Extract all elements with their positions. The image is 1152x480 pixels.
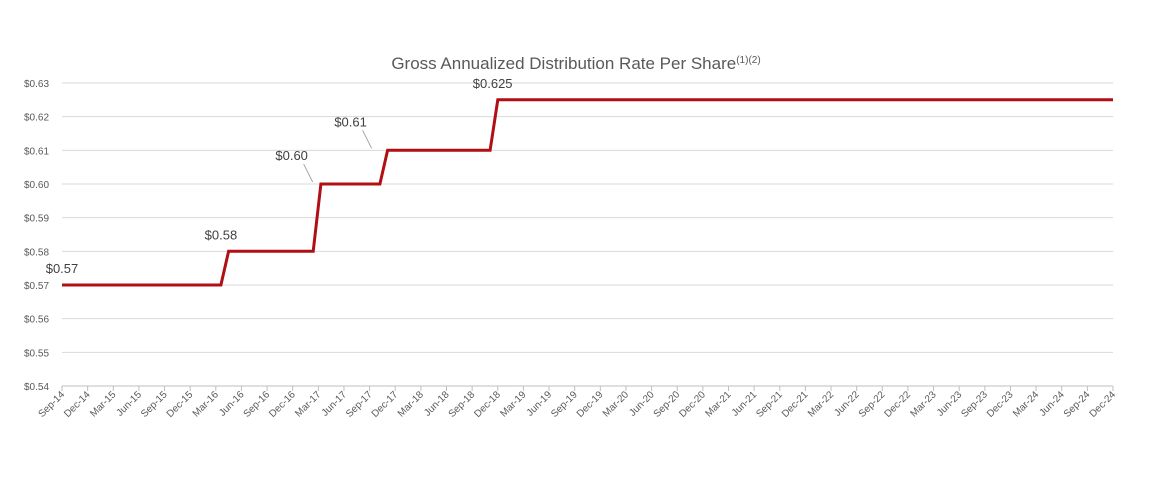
x-tick-label: Sep-18 [447,389,478,420]
chart-title: Gross Annualized Distribution Rate Per S… [391,54,760,73]
y-tick-label: $0.57 [24,281,49,292]
x-tick-label: Dec-17 [370,389,401,420]
x-tick-label: Dec-20 [677,389,708,420]
x-axis: Sep-14Dec-14Mar-15Jun-15Sep-15Dec-15Mar-… [37,385,1119,420]
x-tick-label: Mar-21 [703,389,733,419]
y-tick-label: $0.55 [24,348,49,359]
x-tick-label: Sep-15 [139,389,170,420]
x-tick-label: Dec-18 [472,389,503,420]
x-tick-label: Mar-15 [88,389,118,419]
x-tick-label: Dec-16 [267,389,298,420]
data-label: $0.58 [205,227,238,242]
chart-title-text: Gross Annualized Distribution Rate Per S… [391,54,736,73]
x-tick-label: Sep-16 [242,389,273,420]
x-tick-label: Sep-21 [754,389,785,420]
x-tick-label: Mar-17 [293,389,323,419]
x-tick-label: Mar-20 [601,389,631,419]
y-tick-label: $0.63 [24,79,49,90]
data-label-leader [362,130,373,149]
x-tick-label: Sep-14 [37,389,68,420]
data-label-leader [303,163,314,183]
y-tick-label: $0.60 [24,180,49,191]
x-tick-label: Dec-14 [62,389,93,420]
x-tick-label: Sep-19 [549,389,580,420]
x-tick-label: Sep-17 [344,389,375,420]
x-tick-label: Mar-19 [498,389,528,419]
y-tick-label: $0.54 [24,382,49,393]
x-tick-label: Dec-19 [575,389,606,420]
x-tick-label: Dec-23 [985,389,1016,420]
y-axis: $0.54 $0.55 $0.56 $0.57 $0.58 $0.59 $0.60 $0.61… [24,79,49,393]
x-tick-label: Sep-24 [1062,389,1093,420]
x-tick-label: Dec-24 [1088,389,1119,420]
series-line [62,98,1113,287]
x-tick-label: Sep-23 [959,389,990,420]
y-tick-label: $0.59 [24,214,49,225]
x-tick-label: Sep-20 [652,389,683,420]
x-tick-label: Mar-18 [396,389,426,419]
x-tick-label: Dec-21 [780,389,811,420]
x-tick-label: Dec-22 [882,389,913,420]
x-tick-label: Sep-22 [857,389,888,420]
x-tick-label: Mar-16 [191,389,221,419]
gridlines [62,82,1113,353]
x-tick-label: Mar-22 [806,389,836,419]
x-tick-label: Mar-23 [908,389,938,419]
y-tick-label: $0.61 [24,146,49,157]
data-label: $0.60 [275,148,308,163]
x-tick-label: Mar-24 [1011,389,1041,419]
data-label: $0.61 [334,114,367,129]
chart-title-superscript: (1)(2) [736,55,760,66]
data-label: $0.57 [46,261,79,276]
data-label: $0.625 [473,76,513,91]
x-tick-label: Dec-15 [165,389,196,420]
y-tick-label: $0.62 [24,113,49,124]
data-labels: $0.57 $0.58 $0.60 $0.61 $0.625 [46,76,513,276]
y-tick-label: $0.56 [24,315,49,326]
series-layer [62,98,1113,287]
y-tick-label: $0.58 [24,247,49,258]
